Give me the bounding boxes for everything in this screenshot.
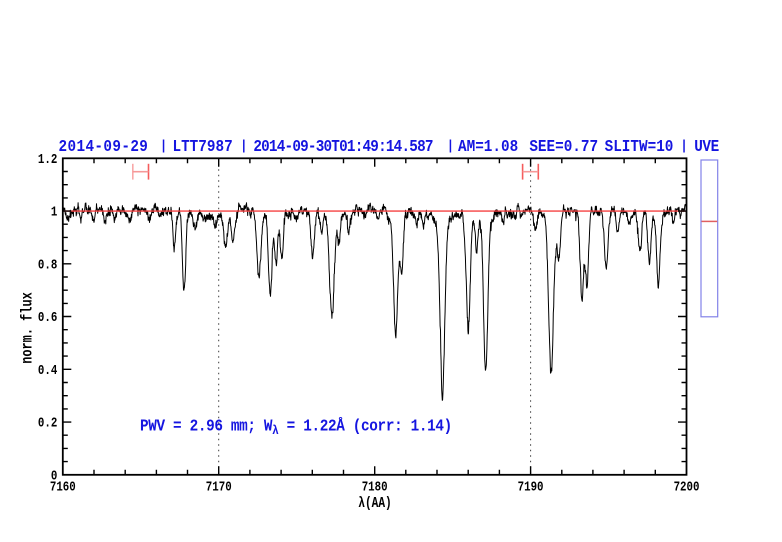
svg-text:7170: 7170 — [206, 479, 232, 495]
svg-text:7160: 7160 — [50, 479, 76, 495]
svg-text:0.4: 0.4 — [38, 363, 58, 379]
svg-text:0: 0 — [51, 468, 57, 484]
svg-text:1.2: 1.2 — [38, 152, 57, 168]
svg-text:0.6: 0.6 — [38, 310, 57, 326]
svg-text:norm. flux: norm. flux — [19, 292, 37, 364]
svg-text:2014-09-29| LTT7987| 2014-09-3: 2014-09-29 | LTT7987 | 2014-09-30T01:49:14… — [59, 137, 719, 156]
svg-text:0.2: 0.2 — [38, 415, 57, 431]
svg-text:1: 1 — [51, 204, 57, 220]
svg-text:7180: 7180 — [362, 479, 388, 495]
svg-text:PWV = 2.96 mm; Wλ = 1.22Å (cor: PWV = 2.96 mm; Wλ = 1.22Å (corr: 1.14) — [140, 415, 452, 438]
svg-text:λ(AA): λ(AA) — [358, 495, 392, 512]
svg-text:0.8: 0.8 — [38, 257, 57, 273]
svg-text:7190: 7190 — [518, 479, 544, 495]
svg-text:7200: 7200 — [674, 479, 700, 495]
